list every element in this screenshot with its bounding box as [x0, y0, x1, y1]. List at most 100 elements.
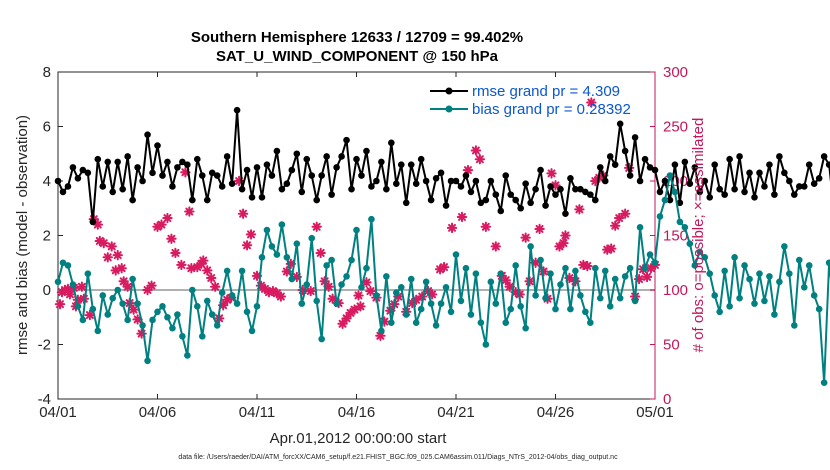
bias-point	[213, 322, 221, 329]
bias-point	[815, 305, 823, 313]
bias-point	[174, 311, 181, 318]
rmse-point	[139, 177, 146, 185]
bias-point	[417, 305, 425, 313]
bias-point	[119, 300, 126, 307]
bias-point	[691, 262, 699, 269]
obs-assimilated-point	[550, 180, 561, 191]
bias-point	[303, 281, 311, 288]
obs-assimilated-stroke	[103, 253, 112, 262]
obs-assimilated-stroke	[324, 282, 333, 291]
bias-point	[781, 243, 788, 250]
rmse-point	[726, 155, 733, 163]
rmse-point	[761, 183, 768, 190]
x-tick-label: 04/01	[39, 404, 77, 421]
rmse-point	[104, 158, 112, 166]
obs-assimilated-point	[610, 220, 621, 231]
obs-assimilated-point	[365, 285, 376, 297]
rmse-point	[243, 166, 251, 174]
bias-point	[557, 281, 564, 288]
bias-point	[263, 226, 271, 234]
obs-assimilated-stroke	[356, 302, 365, 311]
y2-tick-label: 100	[663, 282, 688, 299]
rmse-point	[671, 161, 679, 168]
rmse-point	[706, 194, 714, 201]
bias-point	[313, 297, 321, 305]
rmse-point	[442, 202, 450, 209]
rmse-point	[596, 164, 604, 171]
obs-assimilated-stroke	[559, 239, 568, 248]
rmse-point	[79, 166, 87, 174]
bias-point	[472, 270, 480, 277]
obs-assimilated-point	[210, 281, 221, 292]
obs-assimilated-stroke	[113, 251, 122, 260]
obs-assimilated-stroke	[133, 315, 142, 324]
obs-assimilated-stroke	[561, 231, 570, 240]
rmse-point	[263, 161, 271, 168]
rmse-point	[84, 169, 92, 177]
data-file-footnote: data file: /Users/raeder/DAI/ATM_forcXX/…	[178, 454, 618, 461]
rmse-point	[393, 180, 400, 188]
obs-assimilated-stroke	[107, 242, 116, 251]
y-tick-label: -4	[38, 391, 51, 408]
rmse-point	[223, 153, 231, 160]
obs-assimilated-point	[237, 208, 249, 219]
rmse-point	[452, 177, 460, 185]
obs-assimilated-stroke	[547, 169, 556, 178]
obs-assimilated-point	[355, 301, 366, 312]
bias-point	[94, 327, 102, 335]
obs-assimilated-stroke	[362, 278, 371, 287]
bias-point	[114, 286, 121, 294]
rmse-point	[134, 164, 141, 171]
rmse-point	[273, 147, 281, 155]
bias-point	[820, 379, 828, 386]
obs-assimilated-stroke	[491, 242, 500, 251]
rmse-point	[502, 172, 510, 179]
rmse-point	[721, 191, 728, 198]
rmse-point	[397, 161, 405, 168]
rmse-point	[293, 150, 301, 158]
obs-assimilated-point	[490, 241, 501, 252]
bias-point	[363, 264, 370, 272]
rmse-point	[159, 172, 166, 179]
bias-point	[139, 322, 146, 329]
rmse-point	[64, 183, 72, 190]
rmse-point	[601, 177, 609, 185]
rmse-point	[562, 210, 569, 217]
bias-point	[59, 259, 67, 267]
bias-point	[238, 267, 246, 275]
rmse-point	[164, 158, 171, 166]
bias-point	[179, 333, 186, 340]
bias-point	[805, 262, 813, 269]
rmse-point	[213, 172, 221, 179]
obs-assimilated-stroke	[350, 305, 359, 314]
bias-point	[626, 264, 634, 272]
rmse-point	[378, 158, 385, 166]
rmse-point	[278, 185, 286, 193]
rmse-point	[741, 188, 748, 196]
bias-point	[736, 294, 743, 302]
bias-point	[552, 305, 559, 313]
bias-point	[457, 297, 465, 305]
bias-point	[601, 267, 609, 275]
bias-point	[467, 311, 475, 318]
bias-point	[412, 319, 420, 327]
obs-assimilated-point	[546, 168, 557, 179]
bias-point	[596, 294, 604, 302]
rmse-point	[661, 177, 669, 185]
x-axis-label: Apr.01,2012 00:00:00 start	[270, 430, 448, 447]
bias-point	[184, 352, 191, 359]
bias-point	[786, 270, 793, 277]
obs-assimilated-point	[206, 272, 217, 284]
obs-assimilated-point	[102, 252, 113, 263]
bias-point	[298, 300, 306, 307]
chart-title: Southern Hemisphere 12633 / 12709 = 99.4…	[191, 29, 523, 46]
bias-point	[248, 327, 256, 335]
bias-point	[427, 300, 435, 307]
bias-point	[328, 256, 335, 264]
obs-assimilated-point	[438, 261, 450, 273]
y2-tick-label: 300	[663, 64, 688, 81]
obs-assimilated-point	[456, 211, 468, 223]
bias-point	[721, 267, 728, 275]
rmse-point	[114, 158, 121, 166]
rmse-point	[567, 174, 574, 182]
